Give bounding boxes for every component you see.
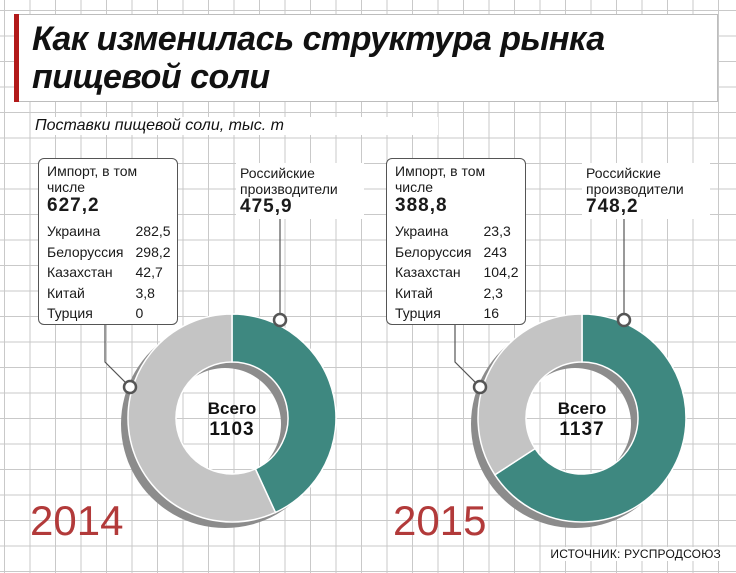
- russian-marker-dot-2014: [272, 312, 288, 328]
- russian-label-2015: Российские производители: [586, 165, 684, 197]
- russian-box-2015: Российские производители 748,2: [582, 163, 710, 219]
- title-accent-bar: [14, 14, 19, 102]
- total-value-2014: 1103: [209, 419, 254, 440]
- russian-value-2015: 748,2: [586, 196, 639, 217]
- import-leader-line-2014: [104, 325, 131, 388]
- year-label-2015: 2015: [393, 497, 486, 544]
- country-name: Белоруссия: [395, 243, 472, 260]
- russian-box-2014: Российские производители 475,9: [236, 163, 364, 219]
- country-value: 298,2: [135, 243, 171, 260]
- chart-subtitle: Поставки пищевой соли, тыс. т: [32, 117, 438, 135]
- country-value: 16: [483, 305, 500, 322]
- title-box: [14, 14, 718, 102]
- import-countries-2015: Украина 23,3 Белоруссия 243 Казахстан 104,2…: [395, 221, 519, 324]
- import-label-2014: Импорт, в том числе: [47, 163, 138, 195]
- import-countries-2014: Украина 282,5 Белоруссия 298,2 Казахстан 42…: [47, 221, 171, 324]
- country-value: 23,3: [483, 223, 511, 240]
- country-name: Украина: [395, 223, 449, 240]
- country-name: Турция: [47, 305, 93, 322]
- russian-slice-2015: [493, 313, 687, 523]
- russian-label-2014: Российские производители: [240, 165, 338, 197]
- import-marker-dot-2015: [472, 379, 488, 395]
- country-name: Украина: [47, 223, 101, 240]
- russian-slice-2014: [231, 313, 337, 514]
- table-row: Белоруссия 243: [395, 242, 519, 263]
- table-row: Белоруссия 298,2: [47, 242, 171, 263]
- source-note: ИСТОЧНИК: РУСПРОДСОЮЗ: [547, 547, 724, 561]
- table-row: Казахстан 42,7: [47, 262, 171, 283]
- import-box-2015: Импорт, в том числе 388,8 Украина 23,3 Бе…: [386, 158, 526, 325]
- total-label-2015: Всего: [558, 399, 606, 418]
- table-row: Казахстан 104,2: [395, 262, 519, 283]
- country-value: 104,2: [483, 264, 519, 281]
- import-box-2014: Импорт, в том числе 627,2 Украина 282,5 Б…: [38, 158, 178, 325]
- import-value-2014: 627,2: [47, 195, 100, 216]
- import-value-2015: 388,8: [395, 195, 448, 216]
- table-row: Китай 2,3: [395, 283, 519, 304]
- country-name: Китай: [395, 284, 433, 301]
- table-row: Украина 282,5: [47, 221, 171, 242]
- russian-marker-dot-2015: [616, 312, 632, 328]
- import-slice-2015: [477, 313, 583, 476]
- country-value: 0: [135, 305, 144, 322]
- import-marker-dot-2014: [122, 379, 138, 395]
- page-title: Как изменилась структура рынка пищевой с…: [32, 20, 605, 96]
- country-name: Китай: [47, 284, 85, 301]
- country-name: Казахстан: [47, 264, 113, 281]
- import-slice-2014: [127, 313, 277, 523]
- russian-value-2014: 475,9: [240, 196, 293, 217]
- country-value: 3,8: [135, 284, 155, 301]
- country-name: Белоруссия: [47, 243, 124, 260]
- year-label-2014: 2014: [30, 497, 123, 544]
- import-leader-line-2015: [454, 325, 481, 388]
- country-value: 42,7: [135, 264, 163, 281]
- country-value: 2,3: [483, 284, 503, 301]
- country-name: Турция: [395, 305, 441, 322]
- table-row: Китай 3,8: [47, 283, 171, 304]
- table-row: Турция 16: [395, 303, 519, 324]
- import-label-2015: Импорт, в том числе: [395, 163, 486, 195]
- country-name: Казахстан: [395, 264, 461, 281]
- total-value-2015: 1137: [559, 419, 604, 440]
- country-value: 282,5: [135, 223, 171, 240]
- table-row: Украина 23,3: [395, 221, 519, 242]
- total-label-2014: Всего: [208, 399, 256, 418]
- table-row: Турция 0: [47, 303, 171, 324]
- country-value: 243: [483, 243, 507, 260]
